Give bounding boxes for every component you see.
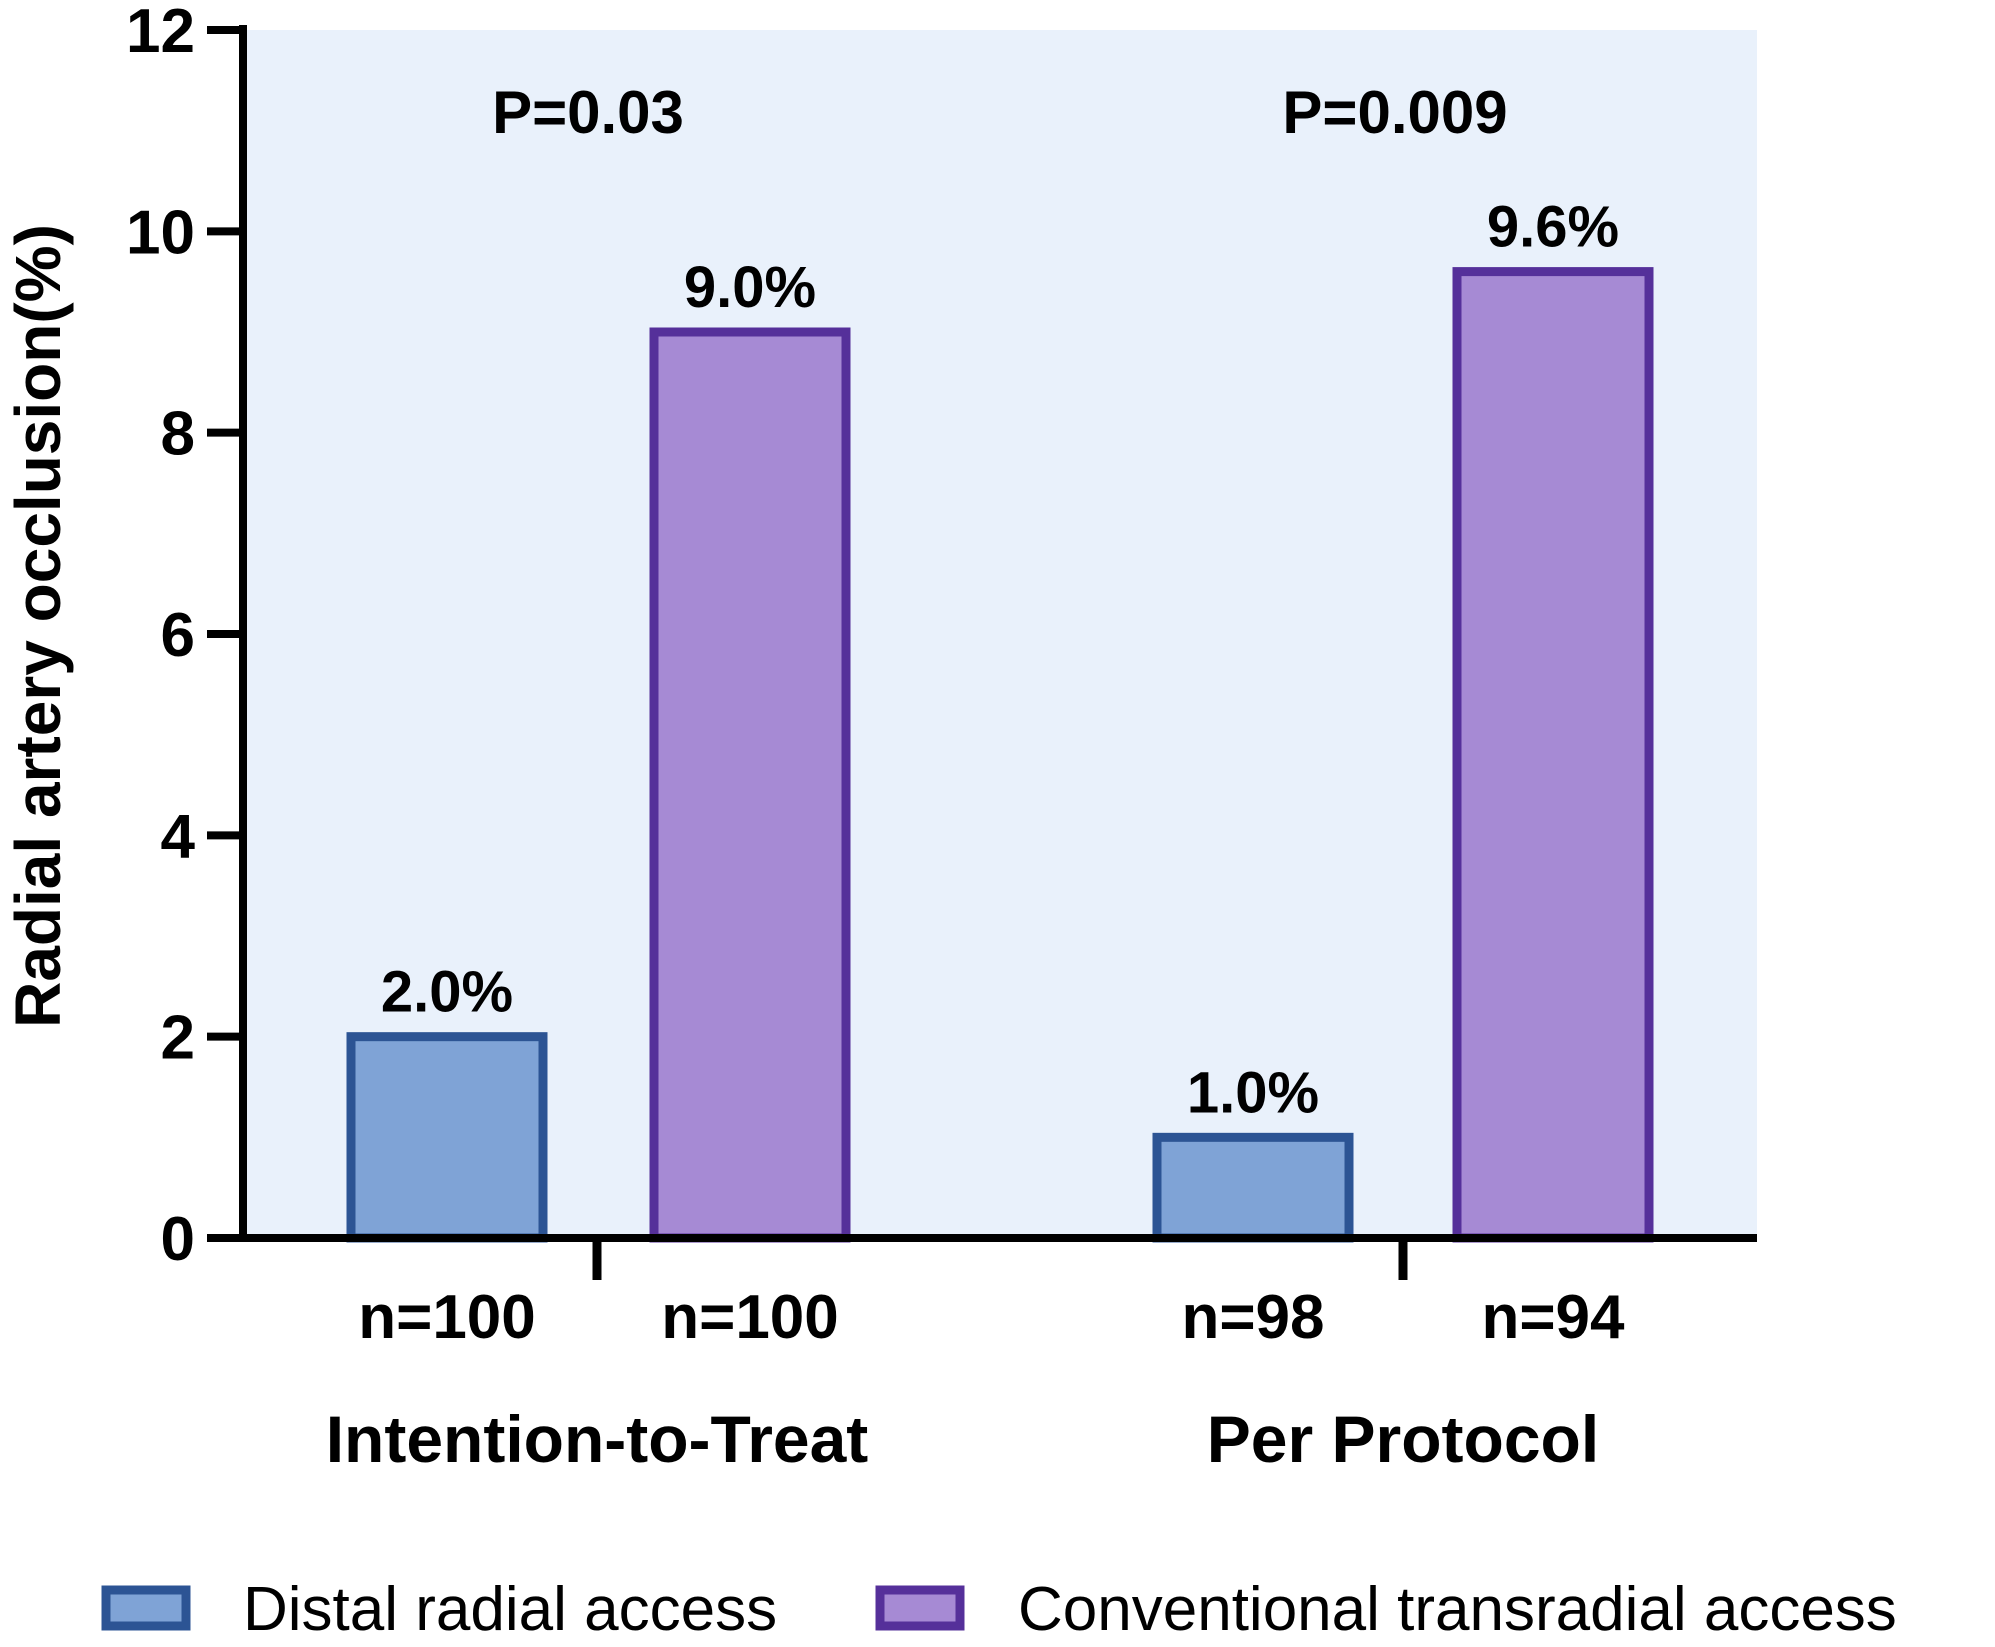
y-tick-label: 0 <box>161 1205 195 1274</box>
bar-conventional-1 <box>1452 267 1654 1243</box>
data-label: 2.0% <box>381 960 513 1025</box>
legend-swatch-distal <box>101 1585 191 1631</box>
legend-label: Distal radial access <box>243 1575 777 1642</box>
data-label: 9.0% <box>684 255 816 320</box>
n-label: n=100 <box>661 1283 839 1352</box>
x-category-label: Per Protocol <box>1207 1402 1599 1476</box>
bar-distal-0 <box>346 1032 548 1243</box>
bar-conventional-0 <box>649 327 851 1243</box>
p-value-label: P=0.03 <box>492 79 684 146</box>
data-label: 1.0% <box>1187 1060 1319 1125</box>
n-label: n=98 <box>1181 1283 1324 1352</box>
data-label: 9.6% <box>1487 195 1619 260</box>
bar-distal-1 <box>1152 1132 1354 1243</box>
n-label: n=94 <box>1481 1283 1625 1352</box>
x-category-label: Intention-to-Treat <box>326 1402 869 1476</box>
p-value-label: P=0.009 <box>1282 79 1507 146</box>
y-axis-title: Radial artery occlusion(%) <box>2 224 74 1028</box>
legend-label: Conventional transradial access <box>1018 1575 1897 1642</box>
y-tick-label: 12 <box>126 0 195 66</box>
legend-swatch-conventional <box>875 1585 965 1631</box>
y-tick-label: 6 <box>161 601 195 670</box>
y-tick-label: 10 <box>126 198 195 267</box>
y-tick-label: 8 <box>161 400 195 469</box>
y-tick-label: 4 <box>161 802 196 871</box>
y-tick-label: 2 <box>161 1004 195 1073</box>
n-label: n=100 <box>358 1283 536 1352</box>
